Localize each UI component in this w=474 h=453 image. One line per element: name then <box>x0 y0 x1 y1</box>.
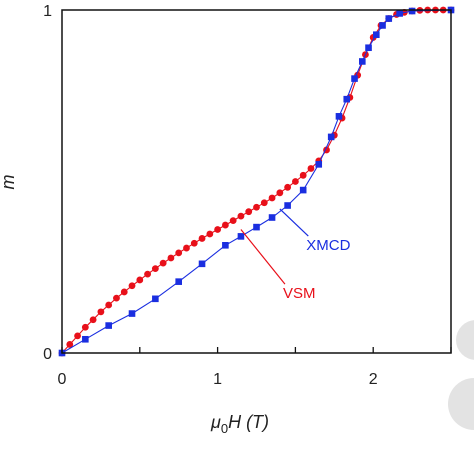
data-point-xmcd <box>105 322 112 329</box>
annotation-label-xmcd: XMCD <box>306 237 350 254</box>
x-axis-label-mu: μ <box>210 412 221 432</box>
data-point-vsm <box>276 189 284 197</box>
data-point-vsm <box>151 265 159 273</box>
data-point-vsm <box>221 221 229 229</box>
x-axis-label-rest: H (T) <box>228 412 269 432</box>
data-point-xmcd <box>351 75 358 82</box>
data-point-xmcd <box>128 310 136 317</box>
data-point-xmcd <box>299 186 307 194</box>
data-point-vsm <box>253 203 260 211</box>
data-point-vsm <box>136 276 144 284</box>
data-point-vsm <box>260 199 268 207</box>
data-point-vsm <box>206 230 214 238</box>
data-point-xmcd <box>284 202 291 209</box>
annotation-leader-vsm <box>240 229 286 285</box>
data-point-vsm <box>113 294 120 302</box>
data-point-vsm <box>214 226 222 233</box>
data-point-xmcd <box>198 260 206 268</box>
data-point-xmcd <box>379 22 386 29</box>
y-tick-label: 0 <box>43 346 52 363</box>
data-point-xmcd <box>335 113 343 120</box>
data-point-xmcd <box>222 241 229 249</box>
x-axis-label-subscript: 0 <box>221 421 228 436</box>
data-point-vsm <box>268 194 276 202</box>
data-point-xmcd <box>315 161 323 168</box>
data-point-vsm <box>144 270 151 278</box>
data-point-xmcd <box>268 214 276 221</box>
data-point-vsm <box>105 301 113 309</box>
background-blob <box>448 378 474 430</box>
data-point-vsm <box>299 171 307 179</box>
data-point-vsm <box>198 235 206 242</box>
data-point-vsm <box>307 165 315 172</box>
x-tick-label: 2 <box>369 371 378 388</box>
data-point-xmcd <box>373 31 380 38</box>
data-point-vsm <box>245 208 253 216</box>
data-point-vsm <box>229 217 237 225</box>
data-point-vsm <box>190 239 198 247</box>
series-line-xmcd <box>61 9 452 354</box>
annotation-label-vsm: VSM <box>283 285 316 302</box>
y-tick-label: 1 <box>43 3 52 20</box>
data-point-vsm <box>89 316 97 324</box>
data-point-vsm <box>97 308 105 316</box>
data-point-xmcd <box>237 233 245 240</box>
data-point-vsm <box>120 288 128 296</box>
plot-frame <box>61 9 452 354</box>
x-tick-label: 0 <box>58 371 67 388</box>
y-axis-label: m <box>0 175 18 190</box>
data-point-xmcd <box>327 133 335 141</box>
data-point-vsm <box>167 254 175 262</box>
data-point-vsm <box>159 259 167 267</box>
data-point-vsm <box>81 323 89 331</box>
data-point-xmcd <box>365 44 372 52</box>
data-point-xmcd <box>385 15 393 22</box>
data-point-vsm <box>66 341 74 348</box>
data-point-vsm <box>292 178 299 185</box>
data-point-xmcd <box>396 10 403 17</box>
data-point-xmcd <box>152 295 159 303</box>
x-tick-label: 1 <box>213 371 222 388</box>
data-point-xmcd <box>359 58 366 65</box>
data-point-xmcd <box>175 278 182 285</box>
data-point-vsm <box>175 249 183 257</box>
data-point-xmcd <box>253 223 260 231</box>
x-axis-label: μ0H (T) <box>210 412 269 436</box>
data-point-xmcd <box>408 7 416 15</box>
data-point-xmcd <box>343 95 351 103</box>
data-point-vsm <box>284 183 292 191</box>
series-line-vsm <box>61 9 451 354</box>
data-point-vsm <box>237 212 245 220</box>
data-point-xmcd <box>82 335 89 343</box>
background-blob <box>456 320 474 360</box>
data-point-vsm <box>183 244 190 252</box>
annotation-leader-xmcd <box>279 208 309 237</box>
data-point-vsm <box>128 282 136 290</box>
data-point-vsm <box>74 332 81 340</box>
